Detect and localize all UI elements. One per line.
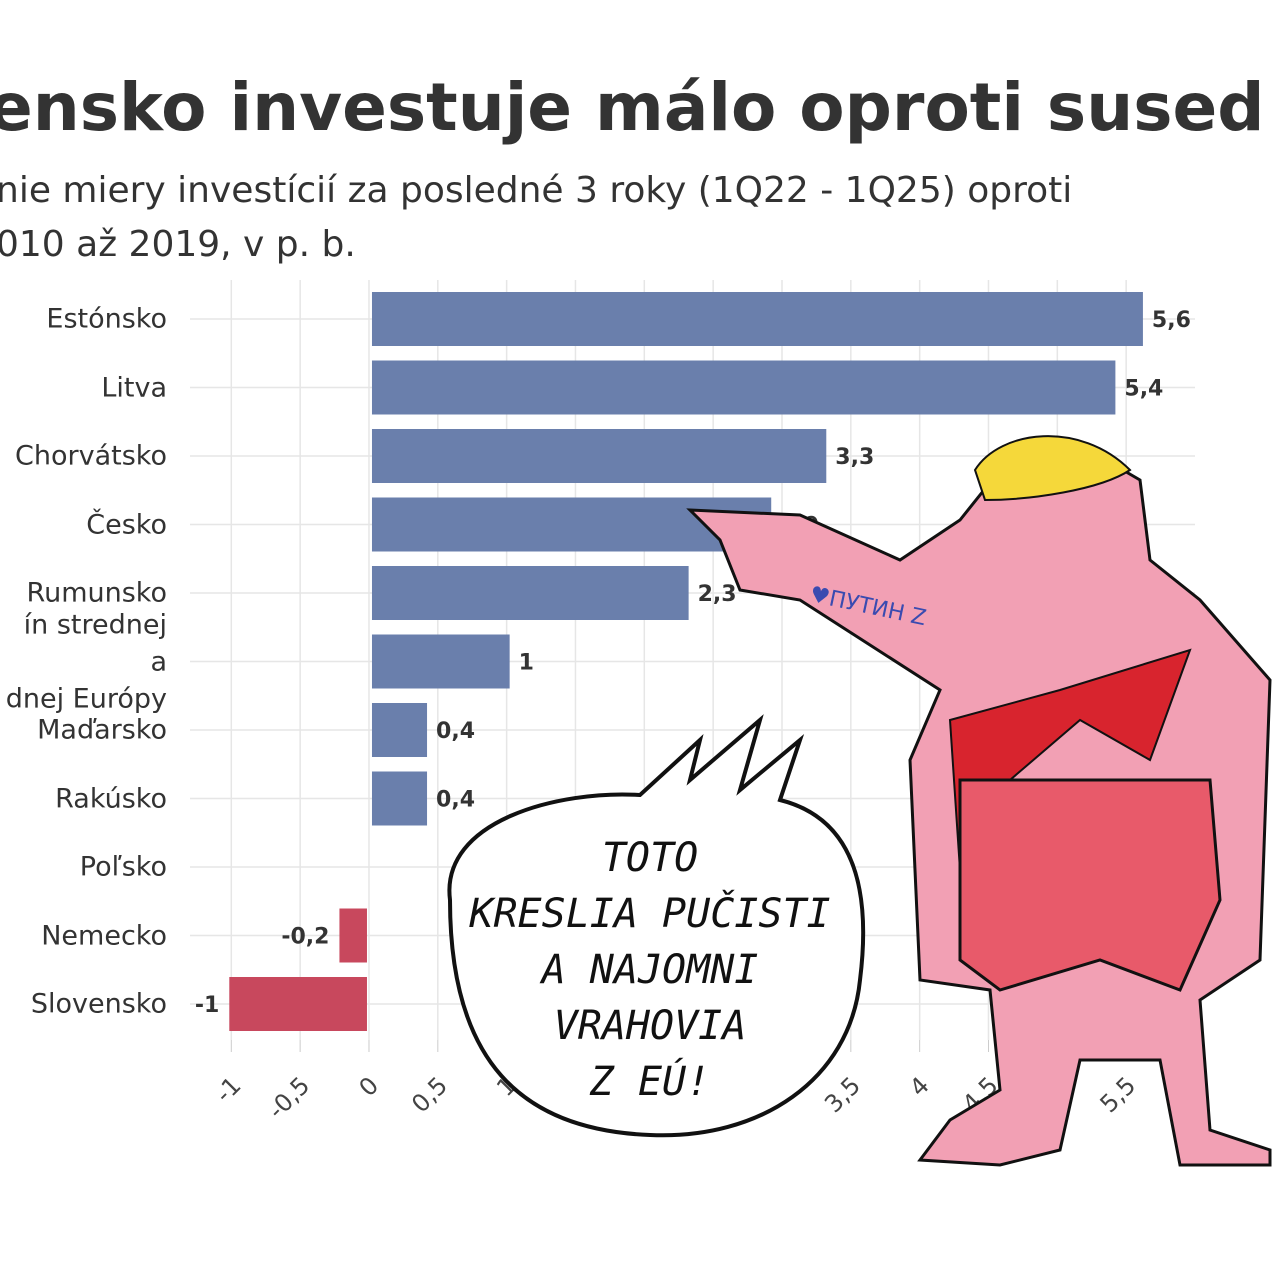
value-label: 5,4 (1124, 377, 1163, 402)
y-tick-label: Slovensko (30, 988, 167, 1020)
y-tick-label: ín strednej a dnej Európy (5, 609, 167, 714)
subtitle: nie miery investícií za posledné 3 roky … (0, 170, 1072, 211)
hair (973, 435, 1132, 502)
x-tick-label: 4 (904, 1071, 935, 1102)
x-tick-label: 3,5 (819, 1071, 866, 1118)
speech-bubble (447, 714, 866, 1138)
speech-text: KRESLIA PUČISTI (468, 889, 830, 937)
x-tick-label: 5,5 (1095, 1071, 1142, 1118)
bar (339, 908, 367, 963)
y-tick-label: Rakúsko (55, 783, 167, 814)
value-label: 3,3 (835, 445, 874, 470)
value-label: 0,4 (436, 788, 475, 813)
y-tick-label: Chorvátsko (15, 440, 167, 472)
y-tick-label: Česko (86, 509, 167, 540)
value-label: 5,6 (1152, 308, 1191, 333)
cartoon: TOTO KRESLIA PUČISTI A NAJOMNI VRAHOVIA Z EÚ… (447, 435, 1272, 1167)
bar (371, 566, 689, 620)
x-tick-label: -1 (210, 1071, 247, 1108)
value-label: -1 (195, 993, 219, 1018)
bar (371, 703, 428, 757)
subtitle: 010 až 2019, v p. b. (0, 224, 356, 265)
y-tick-label: Nemecko (41, 920, 167, 951)
bar (371, 292, 1143, 346)
x-tick-label: 0 (354, 1071, 385, 1102)
y-tick-label: Estónsko (46, 303, 167, 335)
bar (371, 771, 428, 826)
bar (371, 634, 510, 689)
speech-text: Z EÚ! (589, 1057, 710, 1105)
y-tick-label: Rumunsko (26, 577, 167, 609)
bar (371, 360, 1116, 415)
bar (371, 429, 827, 483)
chart-title: ensko investuje málo oproti sused (0, 69, 1265, 146)
value-label: -0,2 (281, 925, 329, 950)
speech-text: A NAJOMNI (539, 947, 759, 993)
y-tick-label: Maďarsko (37, 714, 167, 746)
speech-text: VRAHOVIA (554, 1003, 747, 1049)
y-tick-label: Litva (101, 372, 167, 403)
x-tick-label: 0,5 (406, 1071, 453, 1118)
value-label: 2,3 (698, 582, 737, 607)
shorts (958, 778, 1222, 992)
bar (229, 977, 367, 1031)
y-tick-label: Poľsko (79, 851, 167, 883)
x-tick-label: -0,5 (262, 1071, 315, 1124)
value-label: 0,4 (436, 719, 475, 744)
speech-text: TOTO (602, 835, 698, 881)
value-label: 1 (519, 651, 534, 676)
